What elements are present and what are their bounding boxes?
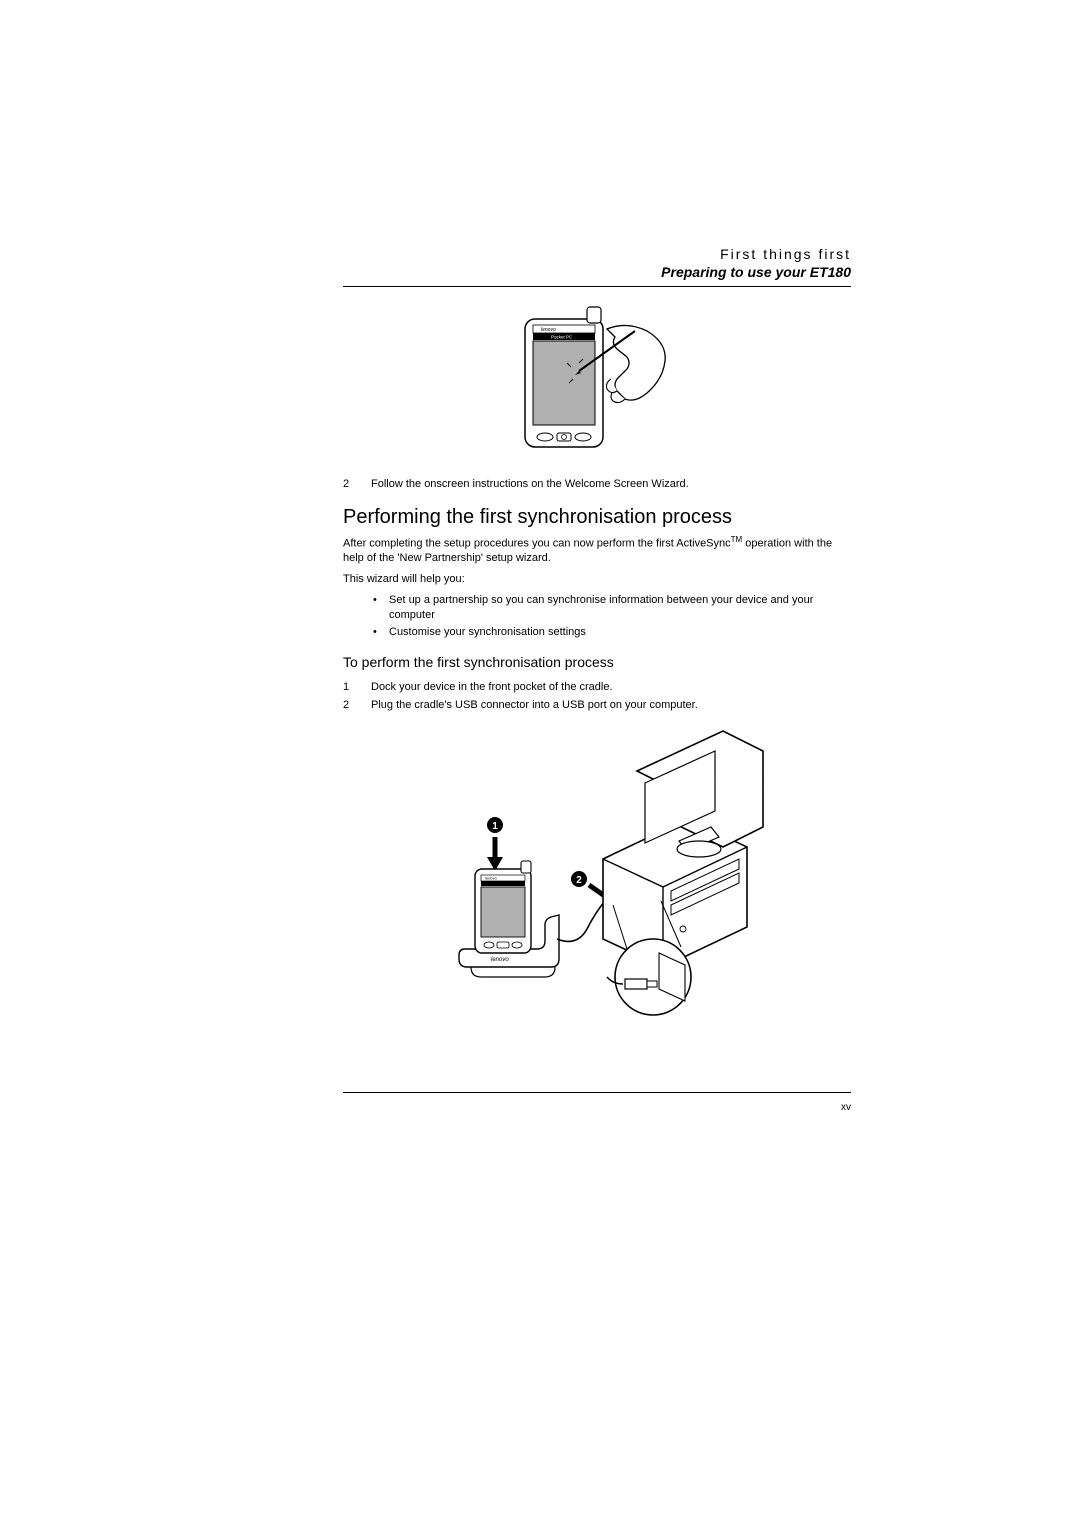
- bullet-icon: •: [373, 593, 389, 623]
- step-dock: 1 Dock your device in the front pocket o…: [343, 680, 851, 695]
- step-welcome-wizard: 2 Follow the onscreen instructions on th…: [343, 477, 851, 492]
- figure-cradle-pc: 1 lenovo lenovo 2: [343, 729, 851, 1019]
- wizard-lead: This wizard will help you:: [343, 572, 851, 587]
- svg-text:lenovo: lenovo: [491, 957, 509, 963]
- step-number: 1: [343, 680, 371, 695]
- step-plug-usb: 2 Plug the cradle's USB connector into a…: [343, 698, 851, 713]
- bullet-text: Set up a partnership so you can synchron…: [389, 593, 851, 623]
- step-text: Follow the onscreen instructions on the …: [371, 477, 851, 492]
- svg-text:lenovo: lenovo: [541, 327, 556, 333]
- list-item: • Set up a partnership so you can synchr…: [373, 593, 851, 623]
- svg-text:2: 2: [576, 875, 582, 886]
- heading-sync-process: Performing the first synchronisation pro…: [343, 506, 851, 529]
- svg-text:lenovo: lenovo: [485, 876, 498, 881]
- trademark-symbol: TM: [731, 535, 743, 544]
- header-section: Preparing to use your ET180: [343, 264, 851, 280]
- list-item: • Customise your synchronisation setting…: [373, 625, 851, 640]
- intro-paragraph: After completing the setup procedures yo…: [343, 535, 851, 566]
- step-text: Dock your device in the front pocket of …: [371, 680, 851, 695]
- svg-text:Pocket PC: Pocket PC: [551, 335, 573, 340]
- page-header: First things first Preparing to use your…: [343, 246, 851, 287]
- intro-text-a: After completing the setup procedures yo…: [343, 538, 731, 550]
- page-number: xv: [841, 1102, 851, 1113]
- step-number: 2: [343, 698, 371, 713]
- heading-to-perform: To perform the first synchronisation pro…: [343, 654, 851, 670]
- step-text: Plug the cradle's USB connector into a U…: [371, 698, 851, 713]
- header-chapter: First things first: [343, 246, 851, 262]
- bullet-text: Customise your synchronisation settings: [389, 625, 586, 640]
- bullet-icon: •: [373, 625, 389, 640]
- step-number: 2: [343, 477, 371, 492]
- figure-stylus-tap: lenovo Pocket PC: [343, 301, 851, 461]
- svg-text:1: 1: [492, 821, 498, 832]
- bullet-list: • Set up a partnership so you can synchr…: [373, 593, 851, 640]
- footer-rule: [343, 1092, 851, 1093]
